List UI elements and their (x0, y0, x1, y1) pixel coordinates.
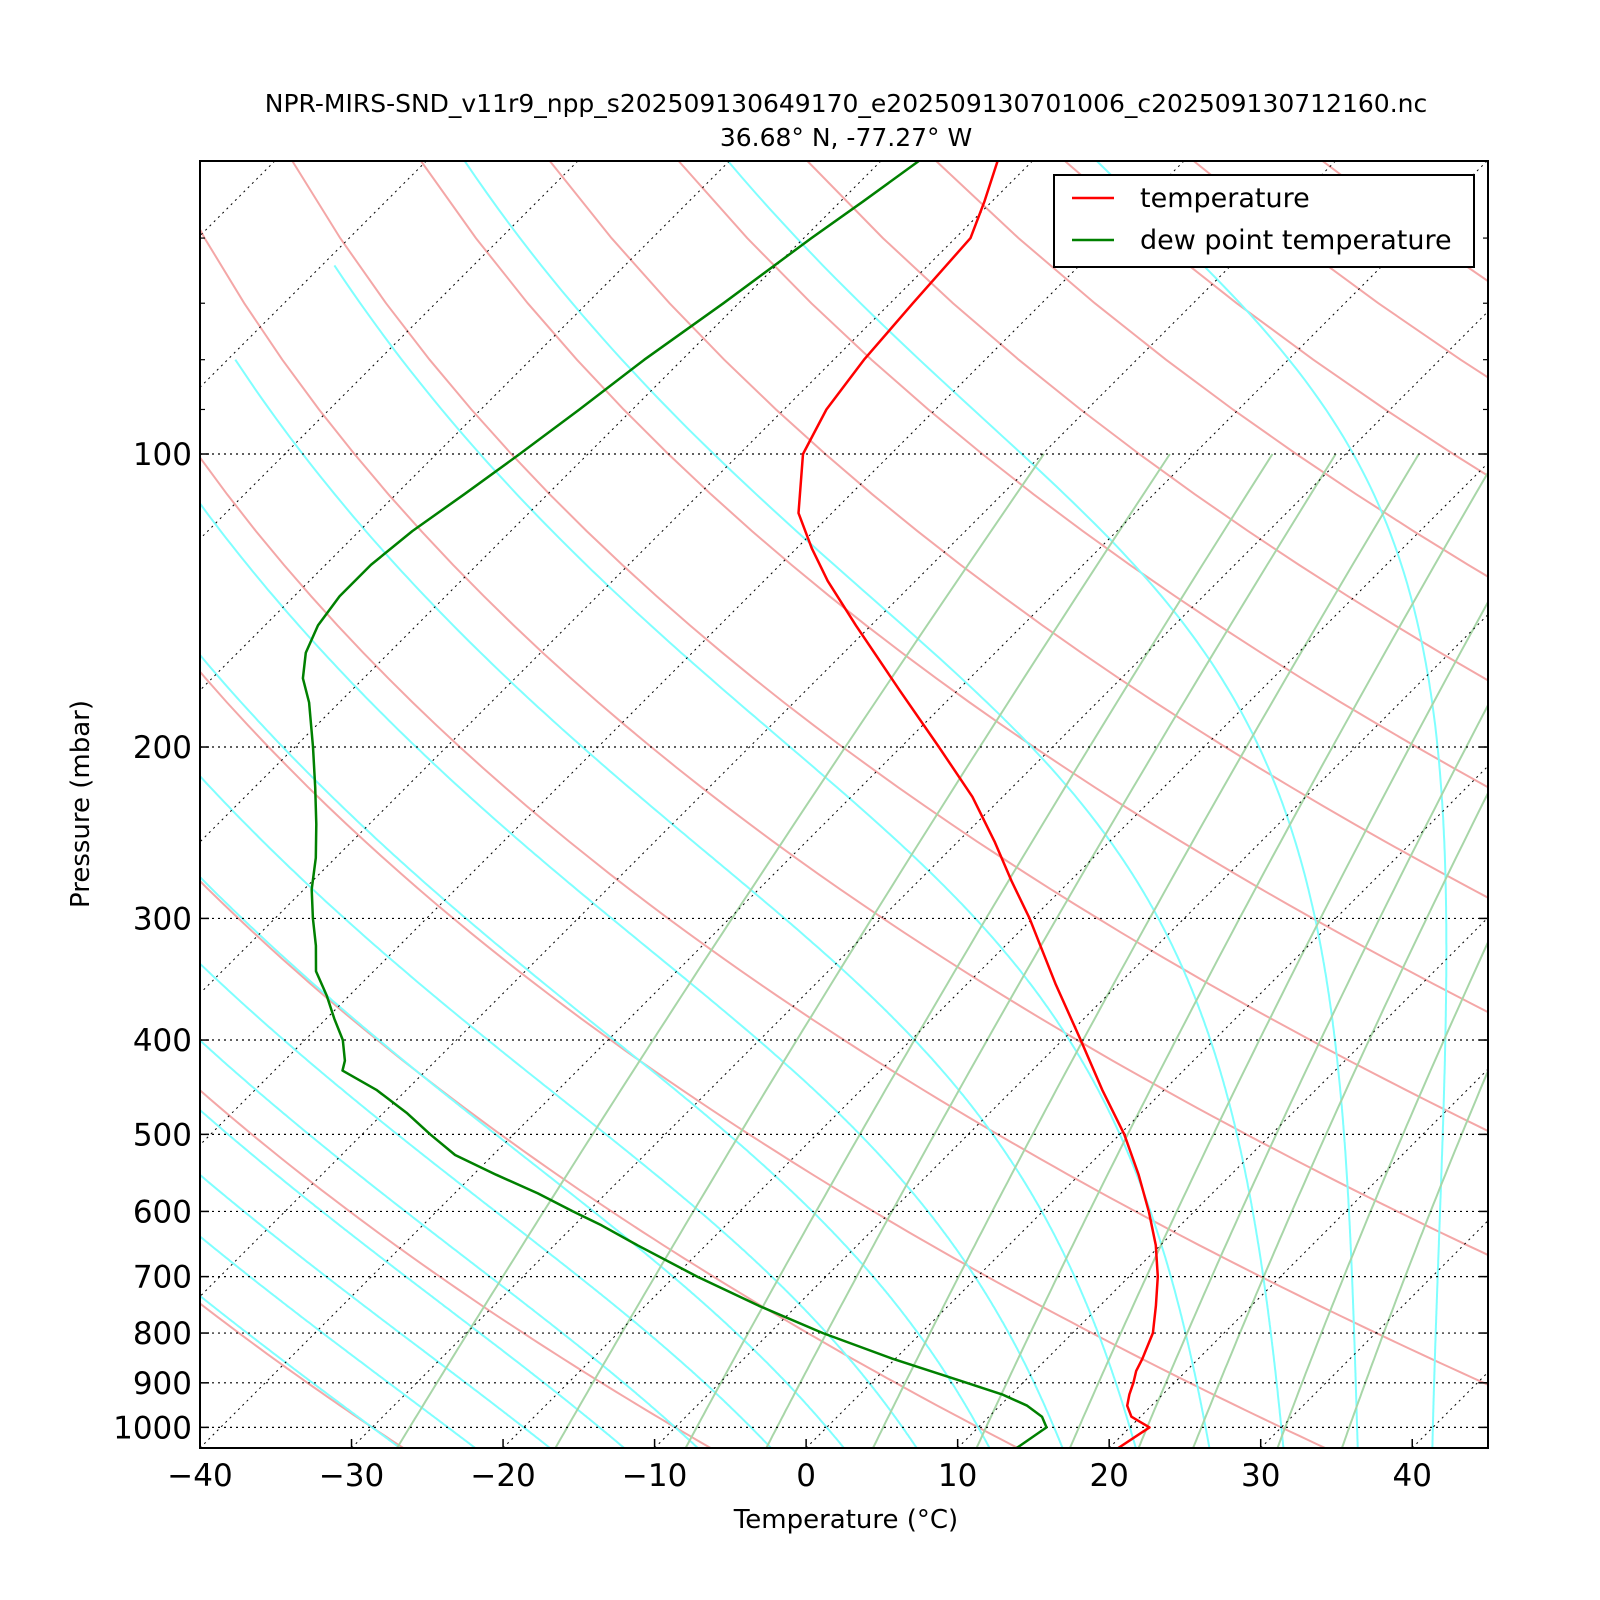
y-tick-label: 700 (133, 1260, 192, 1296)
dry-adiabat (677, 161, 1488, 789)
y-tick-label: 600 (133, 1194, 192, 1230)
y-axis-label: Pressure (mbar) (66, 700, 96, 908)
isotherm-line (0, 161, 123, 1448)
temperature-line (797, 161, 1160, 1448)
chart-title: NPR-MIRS-SND_v11r9_npp_s202509130649170_… (265, 89, 1428, 118)
moist-adiabat (200, 1039, 699, 1448)
x-axis-label: Temperature (°C) (733, 1505, 958, 1535)
legend-label-temperature: temperature (1140, 183, 1310, 214)
y-tick-label: 100 (133, 437, 192, 473)
x-tick-label: 10 (938, 1458, 977, 1494)
isotherm-line (1108, 1068, 1488, 1448)
dry-adiabat (1064, 161, 1488, 477)
isotherm-line (1411, 1371, 1488, 1448)
mixing-ratio-line (765, 453, 1337, 1448)
x-tick-label: −20 (470, 1458, 535, 1494)
pressure-gridlines (200, 453, 1488, 1428)
isotherm-line (805, 765, 1488, 1448)
dry-adiabat (806, 161, 1488, 682)
moist-adiabat (200, 1294, 401, 1448)
isotherm-line (200, 161, 427, 389)
moist-adiabat (200, 875, 845, 1448)
mixing-ratio-line (1068, 599, 1488, 1448)
dry-adiabat (291, 161, 1488, 1133)
legend-box (1053, 174, 1475, 268)
moist-adiabat (727, 161, 1359, 1448)
y-tick-label: 900 (133, 1366, 192, 1402)
moist-adiabat (200, 1235, 476, 1448)
y-tick-label: 300 (133, 901, 192, 937)
x-axis-ticks: −40 −30 −20 −10 0 10 20 30 40 (167, 1439, 1432, 1494)
isotherm-line (1260, 1219, 1488, 1448)
dry-adiabat (420, 161, 1488, 1014)
dry-adiabat (200, 879, 1019, 1448)
moist-adiabat (1096, 161, 1448, 1448)
legend-label-dew-point: dew point temperature (1140, 225, 1452, 256)
dry-adiabat (200, 1088, 712, 1448)
y-tick-label: 1000 (113, 1410, 192, 1446)
y-tick-label: 400 (133, 1023, 192, 1059)
legend: temperature dew point temperature (1053, 174, 1475, 268)
moist-adiabat (200, 1173, 551, 1448)
x-tick-label: 40 (1393, 1458, 1432, 1494)
dry-adiabat (200, 670, 1326, 1448)
background-lines (0, 161, 1600, 1448)
mixing-ratio-line (975, 470, 1488, 1448)
dry-adiabat (200, 227, 1488, 1257)
x-tick-label: 0 (796, 1458, 816, 1494)
y-tick-label: 800 (133, 1316, 192, 1352)
y-axis-ticks: 100 200 300 400 500 600 700 800 900 1000 (113, 160, 1488, 1446)
mixing-ratio-line (1137, 703, 1488, 1448)
dry-adiabat (200, 455, 1488, 1386)
moist-adiabat (200, 962, 772, 1448)
y-tick-label: 500 (133, 1117, 192, 1153)
mixing-ratio-line (872, 453, 1420, 1448)
isotherm-line (200, 161, 276, 237)
x-tick-label: 20 (1089, 1458, 1128, 1494)
dry-adiabat (1321, 161, 1488, 283)
moist-adiabat (200, 501, 1064, 1448)
series-lines (301, 161, 1160, 1448)
dew-point-line (301, 161, 1048, 1448)
x-tick-label: −30 (319, 1458, 384, 1494)
chart-subtitle: 36.68° N, -77.27° W (720, 123, 972, 152)
plot-frame (199, 160, 1489, 1449)
moist-adiabat (463, 161, 1285, 1448)
isotherm-line (200, 161, 1185, 1146)
dry-adiabat (549, 161, 1488, 899)
isotherm-line (1564, 161, 1600, 1448)
moist-adiabat (234, 359, 1137, 1448)
moist-adiabat (200, 774, 918, 1448)
moist-adiabat (200, 653, 991, 1448)
mixing-ratio-line (554, 453, 1171, 1448)
isotherm-line (200, 161, 1336, 1298)
y-tick-label: 200 (133, 730, 192, 766)
dry-adiabat (935, 161, 1488, 578)
mixing-ratio-line (1276, 939, 1488, 1448)
x-tick-label: −40 (167, 1458, 232, 1494)
mixing-ratio-line (396, 453, 1045, 1448)
x-tick-label: 30 (1241, 1458, 1280, 1494)
moist-adiabat (200, 1108, 625, 1448)
isotherm-line (200, 161, 730, 692)
dry-adiabat (200, 1302, 404, 1448)
mixing-ratio-line (1192, 790, 1488, 1448)
x-tick-label: −10 (622, 1458, 687, 1494)
dry-adiabat (1193, 161, 1488, 379)
moist-adiabat (1507, 161, 1590, 1448)
isotherm-line (654, 613, 1488, 1448)
mixing-ratio-line (1340, 1068, 1488, 1448)
isotherm-line (200, 161, 1488, 1448)
